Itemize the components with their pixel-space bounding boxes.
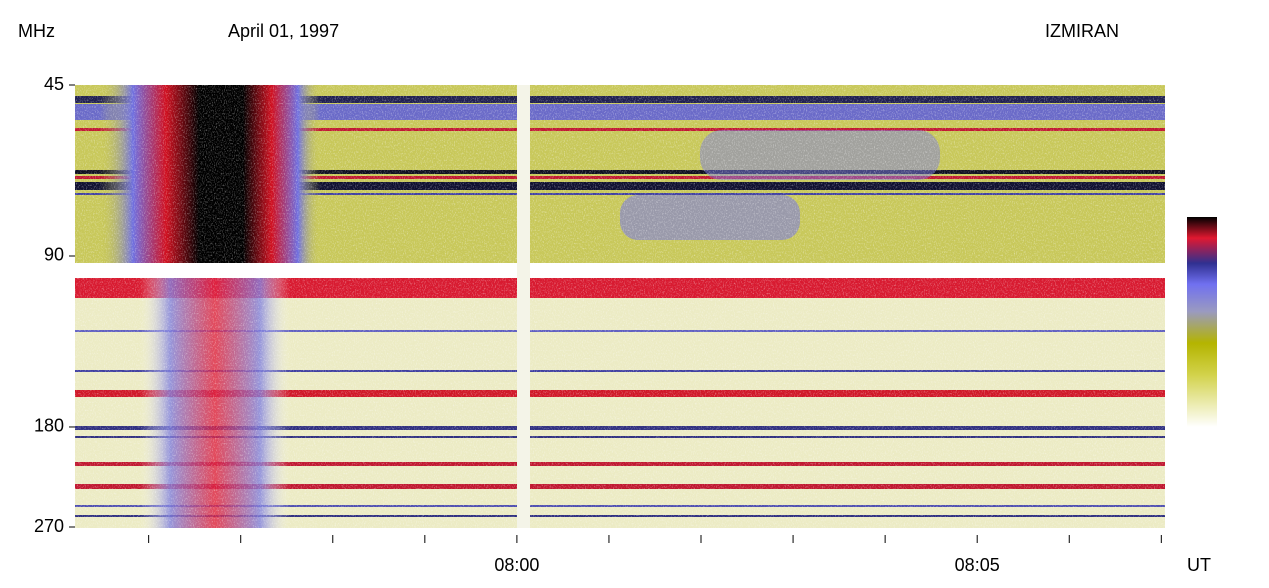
- y-tick-label: 90: [44, 245, 64, 265]
- y-tick-label: 180: [34, 416, 64, 436]
- source-label: IZMIRAN: [1045, 21, 1119, 41]
- y-axis-label: MHz: [18, 21, 55, 41]
- spectrogram: [75, 85, 1165, 528]
- x-tick-label: 08:05: [955, 555, 1000, 575]
- y-tick-label: 270: [34, 516, 64, 536]
- x-tick-label: 08:00: [494, 555, 539, 575]
- color-bar: [1187, 217, 1217, 427]
- x-axis-label: UT: [1187, 555, 1211, 575]
- y-tick-label: 45: [44, 74, 64, 94]
- chart-title: April 01, 1997: [228, 21, 339, 41]
